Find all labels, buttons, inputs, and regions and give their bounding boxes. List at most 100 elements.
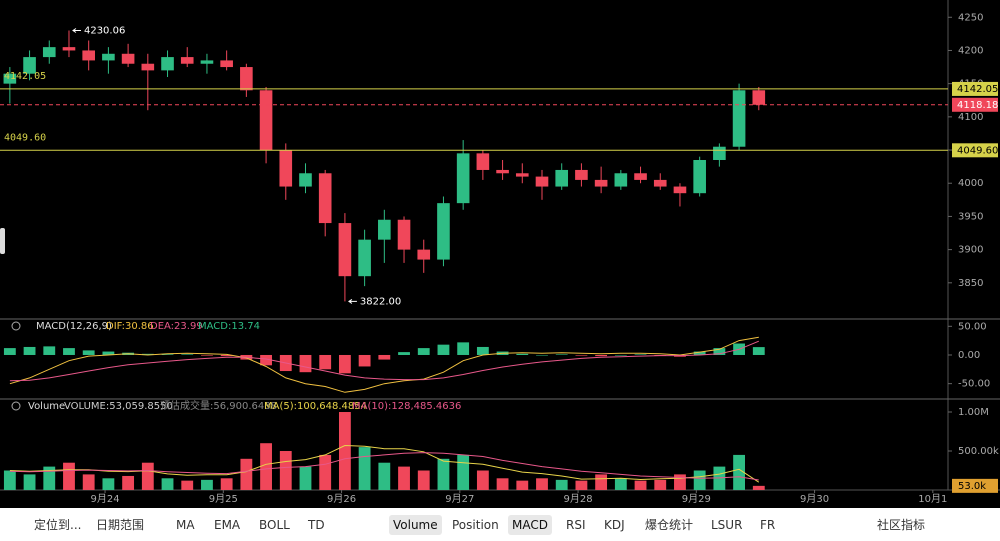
toolbar-item[interactable]: BOLL [259,518,290,532]
candle-body [673,186,687,194]
candle-body [515,173,529,177]
candle-body [634,173,647,180]
toolbar-item[interactable]: Position [452,518,499,532]
macd-bar [43,346,56,355]
volume-bar [398,466,410,490]
candle-body [417,249,431,260]
toolbar-item[interactable]: LSUR [711,518,743,532]
toolbar-item[interactable]: 社区指标 [877,518,926,532]
candle-body [378,219,391,240]
last-volume-label: 53.0k [958,481,986,492]
toolbar-item[interactable]: FR [760,518,776,532]
volume-bar [437,458,450,490]
collapse-icon[interactable] [11,401,21,411]
volume-bar [82,474,95,490]
y-tick-label: 3950 [958,211,983,222]
macd-bar [595,354,608,357]
ma5-label: MA(5):100,648.4854 [264,401,367,412]
volume-bar [516,480,529,490]
resize-handle[interactable] [0,228,5,254]
candle-body [555,169,569,187]
volume-title: Volume [28,401,65,412]
y-tick-label: 0.00 [958,350,980,361]
macd-title: MACD(12,26,9) [36,321,112,332]
volume-bar [299,466,312,490]
volume-bar [654,479,667,490]
toolbar-item[interactable]: MA [176,518,195,532]
y-tick-label: -50.00 [958,379,990,390]
volume-ma-line [9,444,760,483]
candle-body [259,90,273,151]
toolbar-item[interactable]: MACD [508,515,552,535]
volume-bar [595,474,608,490]
toolbar-item[interactable]: RSI [566,518,586,532]
volume-bar [102,478,115,490]
toolbar-item[interactable]: 日期范围 [96,518,145,532]
collapse-icon[interactable] [11,321,21,331]
candle-body [476,153,490,170]
macd-bar [201,354,213,356]
level-label: 4142.05 [4,71,46,82]
macd-bar [161,354,174,355]
level-box [952,143,998,158]
volume-bar [575,480,588,490]
macd-bar [23,346,36,355]
toolbar-item[interactable]: TD [308,518,325,532]
volume-bar [378,462,391,490]
toolbar-item[interactable]: KDJ [604,518,625,532]
toolbar-item[interactable]: 定位到... [34,518,82,532]
candle-body [200,60,214,64]
macd-bar [634,354,647,355]
volume-bar [693,470,706,490]
macd-bar [752,347,765,355]
x-tick-label: 9月25 [209,493,238,505]
candle-body [141,63,155,71]
macd-line [9,340,759,382]
macd-bar [614,354,627,356]
candle-body [42,47,56,58]
y-tick-label: 3850 [958,278,983,289]
macd-bar [476,346,489,355]
volume-bar [634,480,647,490]
ma10-label: MA(10):128,485.4636 [352,401,461,412]
macd-bar [181,354,194,355]
volume-bar [161,478,174,490]
low-label: 3822.00 [360,296,401,307]
x-tick-label: 9月30 [800,493,829,505]
volume-bar [496,478,509,490]
candle-body [121,53,135,64]
candle-body [496,169,509,174]
volume-bar [457,454,470,490]
candle-body [299,173,312,187]
macd-bar [319,354,332,370]
toolbar-item[interactable]: 爆仓统计 [645,518,694,532]
y-tick-label: 3900 [958,245,983,256]
high-arrow [72,28,81,33]
candle-body [732,90,746,147]
volume-bar [201,479,213,490]
low-arrow [348,298,357,304]
y-tick-label: 4000 [958,178,983,189]
volume-bar [23,474,36,490]
last-volume-box [952,478,998,493]
volume-bar [752,485,765,490]
volume-bar [122,475,135,490]
y-tick-label: 4100 [958,112,983,123]
chart: MACD(12,26,9) DIF:30.86 DEA:23.99 MACD:1… [0,0,1000,505]
volume-bar [338,412,351,490]
candle-body [220,60,233,68]
candle-body [653,179,667,187]
macd-bar [575,354,588,356]
level-box-label: 4049.60 [957,145,998,156]
volume-bar [674,474,686,490]
toolbar-item[interactable]: EMA [214,518,241,532]
y-tick-label: 500.00k [958,446,999,457]
last-price-label: 4118.18 [957,100,998,111]
volume-bar [141,462,154,490]
macd-bar [141,353,154,355]
high-label: 4230.06 [84,25,125,36]
candle-body [437,203,450,260]
toolbar-item[interactable]: Volume [389,515,442,535]
macd-bar [3,348,16,355]
volume-bar [614,478,627,490]
